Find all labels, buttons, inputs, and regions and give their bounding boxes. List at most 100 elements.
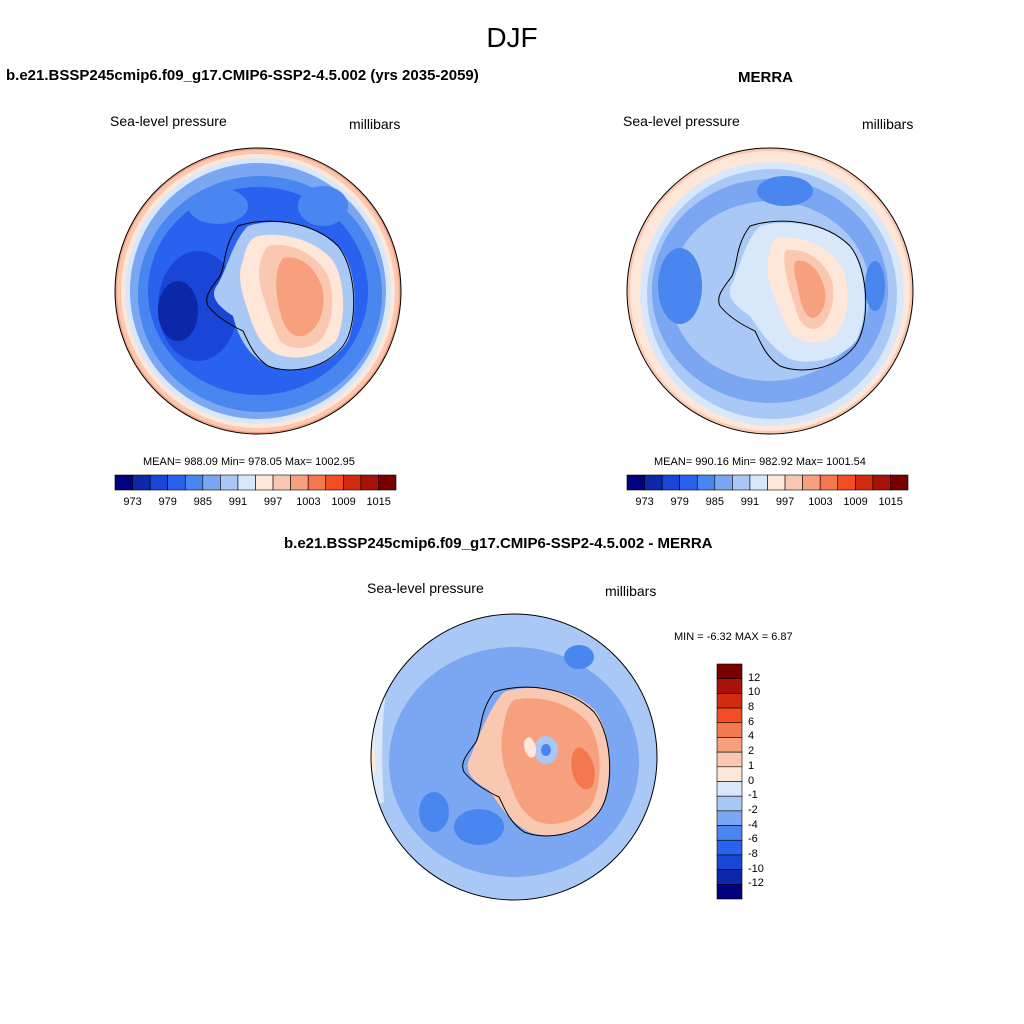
colorbar-swatch (732, 474, 751, 491)
diff-stats: MIN = -6.32 MAX = 6.87 (674, 631, 793, 643)
diff-variable-label: Sea-level pressure (367, 580, 484, 596)
colorbar-swatch (819, 474, 839, 491)
colorbar-swatch (149, 474, 168, 491)
colorbar-tick-label: 979 (158, 496, 177, 508)
colorbar-tick-label: 1003 (808, 496, 833, 508)
colorbar-swatch (716, 707, 743, 724)
colorbar-swatch (784, 474, 803, 491)
colorbar-tick-label: 997 (775, 496, 795, 508)
diff-polar-map (370, 613, 658, 901)
colorbar-tick-label: 991 (228, 496, 248, 508)
colorbar-tick-label: 1009 (331, 496, 356, 508)
obs-units-label: millibars (862, 116, 914, 132)
colorbar-swatch (716, 884, 743, 900)
colorbar-swatch (237, 474, 256, 491)
colorbar-tick-label: -12 (748, 877, 764, 890)
colorbar-swatch (661, 474, 680, 491)
colorbar-swatch (360, 474, 379, 491)
model-variable-label: Sea-level pressure (110, 113, 227, 129)
diff-colorbar (716, 663, 743, 900)
colorbar-tick-label: 1009 (843, 496, 868, 508)
model-colorbar (114, 474, 397, 491)
colorbar-swatch (714, 474, 733, 491)
colorbar-tick-label: -6 (748, 833, 758, 846)
colorbar-swatch (255, 474, 274, 491)
obs-colorbar (626, 474, 909, 491)
model-polar-map (114, 147, 402, 435)
model-colorbar-ticks: 973 979 985 991 997 1003 1009 1015 (115, 496, 415, 510)
colorbar-tick-label: 1015 (366, 496, 391, 508)
colorbar-tick-label: 6 (748, 715, 755, 728)
colorbar-tick-label: 979 (670, 496, 689, 508)
colorbar-swatch (716, 663, 743, 679)
colorbar-tick-label: 997 (263, 496, 283, 508)
colorbar-swatch (644, 474, 663, 491)
colorbar-swatch (167, 474, 186, 491)
diff-units-label: millibars (605, 583, 657, 599)
colorbar-swatch (716, 869, 743, 885)
obs-polar-map (626, 147, 914, 435)
colorbar-swatch (716, 722, 743, 738)
colorbar-tick-label: 991 (740, 496, 760, 508)
colorbar-swatch (114, 474, 133, 491)
colorbar-tick-label: 1 (748, 759, 755, 772)
obs-panel-title: MERRA (738, 69, 793, 86)
colorbar-swatch (290, 474, 309, 491)
colorbar-tick-label: 1003 (296, 496, 321, 508)
colorbar-swatch (716, 795, 743, 812)
colorbar-swatch (132, 474, 151, 491)
colorbar-swatch (716, 839, 743, 856)
colorbar-swatch (802, 474, 821, 491)
diff-colorbar-ticks: 12 10 8 6 4 2 1 0 -1 -2 -4 -6 -8 -10 -12 (748, 664, 788, 904)
colorbar-tick-label: 973 (123, 496, 142, 508)
colorbar-swatch (220, 474, 239, 491)
colorbar-tick-label: 1015 (878, 496, 903, 508)
colorbar-tick-label: 8 (748, 701, 755, 714)
figure-title: DJF (486, 22, 538, 53)
colorbar-tick-label: 12 (748, 671, 761, 684)
colorbar-swatch (378, 474, 397, 491)
colorbar-tick-label: 4 (748, 730, 755, 743)
colorbar-swatch (343, 474, 362, 491)
colorbar-swatch (855, 474, 874, 491)
colorbar-swatch (749, 474, 768, 491)
colorbar-swatch (325, 474, 344, 491)
colorbar-tick-label: 2 (748, 745, 755, 758)
obs-variable-label: Sea-level pressure (623, 113, 740, 129)
colorbar-swatch (184, 474, 204, 491)
colorbar-tick-label: 985 (705, 496, 724, 508)
colorbar-tick-label: -4 (748, 818, 758, 831)
obs-stats: MEAN= 990.16 Min= 982.92 Max= 1001.54 (654, 456, 866, 468)
colorbar-swatch (272, 474, 291, 491)
colorbar-tick-label: 973 (635, 496, 654, 508)
colorbar-swatch (307, 474, 327, 491)
colorbar-swatch (872, 474, 891, 491)
colorbar-swatch (716, 766, 743, 782)
model-panel-title: b.e21.BSSP245cmip6.f09_g17.CMIP6-SSP2-4.… (6, 67, 479, 84)
colorbar-swatch (716, 737, 743, 753)
colorbar-tick-label: 10 (748, 686, 761, 699)
colorbar-swatch (767, 474, 786, 491)
colorbar-tick-label: -2 (748, 803, 758, 816)
model-stats: MEAN= 988.09 Min= 978.05 Max= 1002.95 (143, 456, 355, 468)
obs-colorbar-ticks: 973 979 985 991 997 1003 1009 1015 (627, 496, 927, 510)
colorbar-tick-label: 0 (748, 774, 755, 787)
colorbar-swatch (890, 474, 909, 491)
colorbar-tick-label: 985 (193, 496, 212, 508)
diff-panel-title: b.e21.BSSP245cmip6.f09_g17.CMIP6-SSP2-4.… (284, 535, 713, 552)
colorbar-tick-label: -1 (748, 789, 758, 802)
colorbar-tick-label: -8 (748, 847, 758, 860)
colorbar-swatch (626, 474, 645, 491)
colorbar-swatch (716, 751, 743, 768)
colorbar-swatch (716, 678, 743, 694)
colorbar-swatch (679, 474, 698, 491)
colorbar-swatch (696, 474, 716, 491)
model-units-label: millibars (349, 116, 401, 132)
colorbar-tick-label: -10 (748, 862, 764, 875)
colorbar-swatch (202, 474, 221, 491)
colorbar-swatch (716, 854, 743, 870)
colorbar-swatch (837, 474, 856, 491)
colorbar-swatch (716, 693, 743, 709)
colorbar-swatch (716, 825, 743, 841)
colorbar-swatch (716, 810, 743, 826)
